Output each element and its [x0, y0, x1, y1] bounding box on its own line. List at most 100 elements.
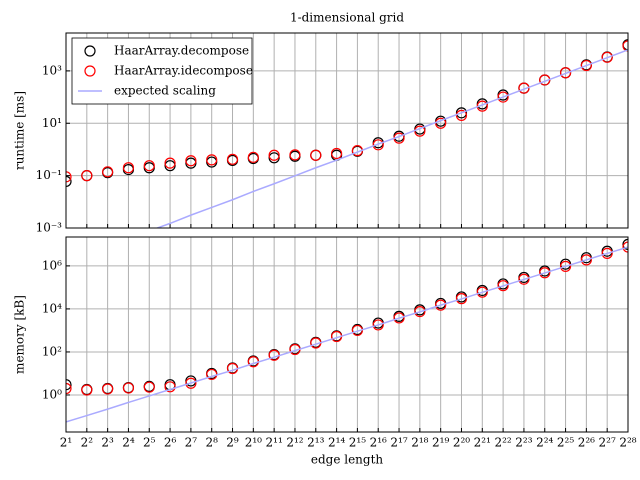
x-tick-label: 2¹⁶ — [370, 436, 387, 450]
data-point — [497, 91, 509, 103]
x-tick-label: 2²² — [494, 436, 511, 450]
x-tick-label: 2⁵ — [143, 436, 156, 450]
data-point — [580, 59, 592, 72]
y-tick-label: 10⁴ — [42, 301, 62, 315]
x-tick-label: 2¹³ — [307, 436, 324, 450]
x-tick-label: 2¹⁵ — [349, 436, 366, 450]
data-point — [185, 377, 197, 389]
data-point — [476, 286, 488, 298]
x-tick-label: 2¹⁸ — [411, 436, 428, 450]
x-tick-label: 2²⁸ — [619, 436, 636, 450]
data-point — [580, 254, 592, 266]
y-axis-label: memory [kB] — [13, 295, 27, 374]
data-point — [622, 40, 628, 52]
y-tick-label: 10⁻³ — [36, 221, 63, 235]
data-point — [372, 319, 384, 331]
data-point — [66, 171, 72, 183]
data-point — [164, 160, 176, 172]
x-tick-label: 2²⁷ — [599, 436, 616, 450]
data-point — [226, 153, 239, 165]
data-point — [102, 383, 114, 395]
data-point — [122, 162, 135, 174]
data-point — [559, 67, 572, 79]
data-point — [518, 273, 530, 285]
data-point — [81, 384, 93, 396]
x-tick-label: 2¹² — [286, 436, 303, 450]
y-tick-label: 10⁶ — [42, 258, 62, 272]
y-axis-label: runtime [ms] — [13, 91, 27, 170]
axes-frame — [65, 236, 629, 433]
data-point — [268, 149, 280, 161]
data-point — [455, 107, 468, 119]
y-tick-label: 10⁰ — [42, 387, 62, 401]
legend-label: expected scaling — [114, 84, 216, 98]
x-tick-label: 2¹⁰ — [245, 436, 262, 450]
legend-box — [71, 37, 253, 105]
data-point — [185, 155, 197, 167]
x-tick-label: 2²⁴ — [536, 436, 553, 450]
x-tick-label: 2¹ — [60, 436, 72, 450]
plot-area — [66, 39, 628, 228]
y-tick-label: 10¹ — [42, 116, 62, 130]
data-point — [289, 149, 301, 161]
data-point — [268, 152, 280, 164]
legend-label: HaarArray.idecompose — [114, 64, 253, 78]
data-point — [206, 154, 218, 166]
x-tick-label: 2¹¹ — [266, 436, 283, 450]
data-point — [66, 175, 72, 188]
x-tick-label: 2²³ — [515, 436, 532, 450]
data-line — [155, 49, 628, 228]
x-tick-label: 2⁹ — [226, 436, 239, 450]
legend-marker — [84, 45, 96, 57]
legend-marker — [84, 65, 96, 77]
y-tick-label: 10² — [42, 344, 62, 358]
data-point — [122, 382, 135, 394]
x-tick-label: 2³ — [101, 436, 114, 450]
x-tick-label: 2⁸ — [205, 436, 218, 450]
x-tick-label: 2¹⁹ — [432, 436, 449, 450]
x-tick-label: 2¹⁷ — [390, 436, 407, 450]
data-point — [393, 312, 405, 324]
data-point — [81, 170, 93, 182]
x-tick-label: 2⁴ — [122, 436, 135, 450]
data-point — [66, 382, 72, 395]
data-point — [164, 157, 176, 169]
data-point — [372, 139, 384, 151]
data-point — [518, 82, 530, 94]
data-point — [622, 238, 628, 250]
legend-label: HaarArray.decompose — [114, 44, 249, 58]
data-line — [66, 246, 628, 423]
axes-frame — [65, 32, 629, 229]
x-tick-label: 2⁶ — [164, 436, 177, 450]
data-point — [414, 305, 426, 318]
data-point — [601, 51, 613, 63]
data-point — [455, 293, 468, 305]
data-point — [143, 160, 155, 172]
x-tick-label: 2²¹ — [474, 436, 491, 450]
data-point — [497, 280, 509, 292]
x-tick-label: 2²⁵ — [557, 436, 574, 450]
data-point — [559, 260, 572, 272]
x-axis-label: edge length — [311, 453, 384, 467]
data-point — [143, 381, 155, 393]
data-point — [66, 379, 72, 391]
data-point — [310, 149, 322, 161]
data-point — [247, 151, 259, 163]
data-point — [622, 241, 628, 253]
data-point — [164, 381, 176, 393]
x-tick-label: 2² — [81, 436, 94, 450]
x-tick-label: 2¹⁴ — [328, 436, 345, 450]
y-tick-label: 10⁻¹ — [36, 168, 62, 182]
x-tick-label: 2²⁶ — [578, 436, 595, 450]
data-point — [102, 166, 114, 178]
y-tick-label: 10³ — [42, 63, 62, 77]
data-point — [330, 147, 343, 160]
x-tick-label: 2⁷ — [185, 436, 198, 450]
data-point — [435, 299, 447, 311]
data-point — [601, 247, 613, 260]
plot-area — [66, 238, 628, 423]
x-tick-label: 2²⁰ — [453, 436, 470, 450]
data-point — [539, 267, 551, 279]
chart-title: 1-dimensional grid — [290, 11, 404, 25]
